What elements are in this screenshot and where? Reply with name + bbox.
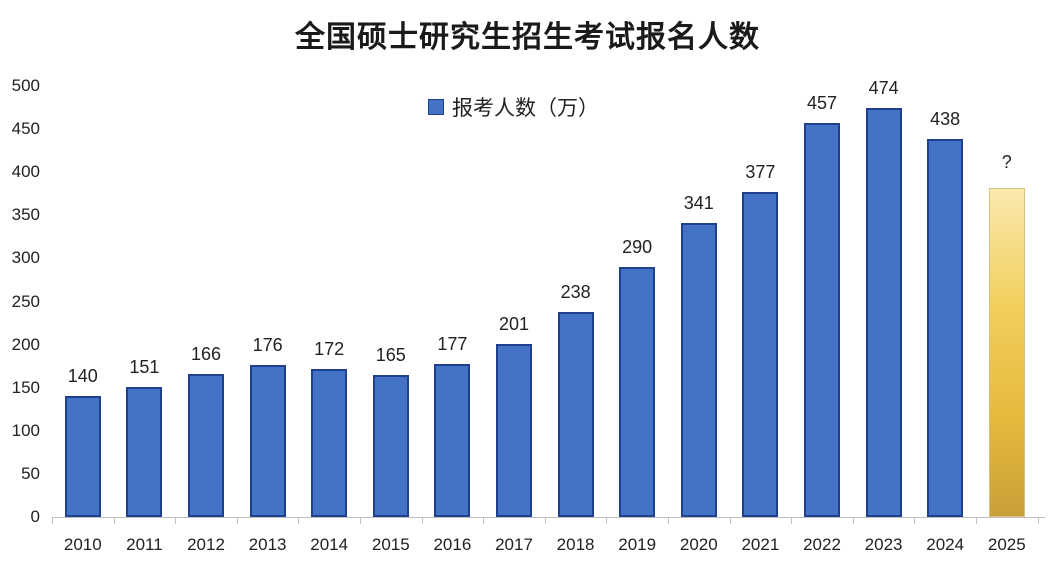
bar-2017 xyxy=(496,343,532,517)
x-tick-label: 2013 xyxy=(248,535,287,554)
x-tick-mark xyxy=(976,517,977,524)
x-tick-mark xyxy=(544,517,546,524)
data-label: 172 xyxy=(314,338,345,359)
x-tick-mark xyxy=(791,517,793,524)
x-tick-mark xyxy=(113,517,115,524)
bar-2016 xyxy=(434,364,471,517)
x-tick-mark xyxy=(298,517,300,524)
data-label: 176 xyxy=(252,335,283,356)
y-tick-label: 100 xyxy=(11,420,40,440)
y-tick-label: 50 xyxy=(21,463,40,483)
x-tick-mark xyxy=(52,517,53,524)
y-tick-label: 450 xyxy=(11,119,40,139)
x-tick-mark xyxy=(1037,517,1039,524)
data-label: 151 xyxy=(129,356,160,377)
bar-2021 xyxy=(742,192,779,517)
x-tick-mark xyxy=(236,517,238,524)
data-label: 165 xyxy=(375,344,406,365)
x-tick-mark xyxy=(668,517,669,524)
x-tick-label: 2022 xyxy=(803,535,841,554)
x-tick-label: 2018 xyxy=(556,535,595,554)
bar-2019 xyxy=(619,267,656,517)
y-tick-label: 150 xyxy=(11,377,40,397)
x-tick-label: 2020 xyxy=(679,535,718,554)
data-label: 474 xyxy=(868,78,899,99)
x-tick-mark xyxy=(421,517,423,524)
data-label: 290 xyxy=(622,237,653,258)
x-tick-mark xyxy=(606,517,608,524)
legend: 报考人数（万） xyxy=(428,92,599,122)
x-tick-mark xyxy=(360,517,361,524)
x-tick-label: 2014 xyxy=(310,535,349,554)
x-tick-label: 2024 xyxy=(926,535,965,554)
data-label: 341 xyxy=(683,193,714,214)
legend-swatch-icon xyxy=(428,99,444,115)
x-tick-label: 2010 xyxy=(63,535,102,554)
chart-title: 全国硕士研究生招生考试报名人数 xyxy=(295,20,760,55)
y-tick-label: 250 xyxy=(11,291,40,311)
y-tick-label: 300 xyxy=(11,248,40,268)
bar-2018 xyxy=(557,311,594,517)
data-label: 140 xyxy=(67,366,98,387)
x-tick-label: 2021 xyxy=(741,535,780,554)
data-label: 238 xyxy=(560,281,591,302)
x-tick-label: 2019 xyxy=(618,535,657,554)
bar-2012 xyxy=(188,373,224,517)
bar-2010 xyxy=(64,396,101,517)
x-tick-label: 2011 xyxy=(126,535,163,554)
x-tick-label: 2012 xyxy=(187,535,225,554)
x-tick-mark xyxy=(483,517,485,524)
y-tick-label: 0 xyxy=(30,507,40,526)
x-tick-mark xyxy=(852,517,854,524)
bar-2015 xyxy=(372,374,409,517)
bar-2022 xyxy=(804,123,840,517)
x-tick-label: 2023 xyxy=(864,535,903,554)
x-tick-label: 2025 xyxy=(987,535,1026,554)
bar-2011 xyxy=(126,386,163,517)
data-label: ? xyxy=(1001,151,1012,172)
bar-2023 xyxy=(865,108,902,517)
x-axis-line xyxy=(52,517,1045,518)
x-tick-mark xyxy=(175,517,177,524)
data-label: 177 xyxy=(437,334,468,355)
y-tick-label: 350 xyxy=(11,205,40,225)
legend-label: 报考人数（万） xyxy=(452,96,599,120)
bar-2014 xyxy=(311,368,348,517)
bar-2020 xyxy=(680,223,717,517)
bar-2013 xyxy=(249,365,286,517)
y-tick-label: 400 xyxy=(11,162,40,182)
x-tick-label: 2017 xyxy=(495,535,533,554)
x-tick-label: 2016 xyxy=(433,535,472,554)
data-label: 201 xyxy=(498,313,530,334)
y-tick-label: 500 xyxy=(11,76,40,95)
data-label: 377 xyxy=(745,162,776,183)
bar-placeholder-2025 xyxy=(988,187,1025,517)
x-tick-mark xyxy=(729,517,731,524)
x-tick-mark xyxy=(914,517,916,524)
y-tick-label: 200 xyxy=(11,334,40,354)
data-label: 166 xyxy=(190,343,222,364)
data-label: 438 xyxy=(930,109,961,130)
data-label: 457 xyxy=(806,93,838,114)
bar-2024 xyxy=(927,139,964,517)
x-tick-label: 2015 xyxy=(371,535,410,554)
